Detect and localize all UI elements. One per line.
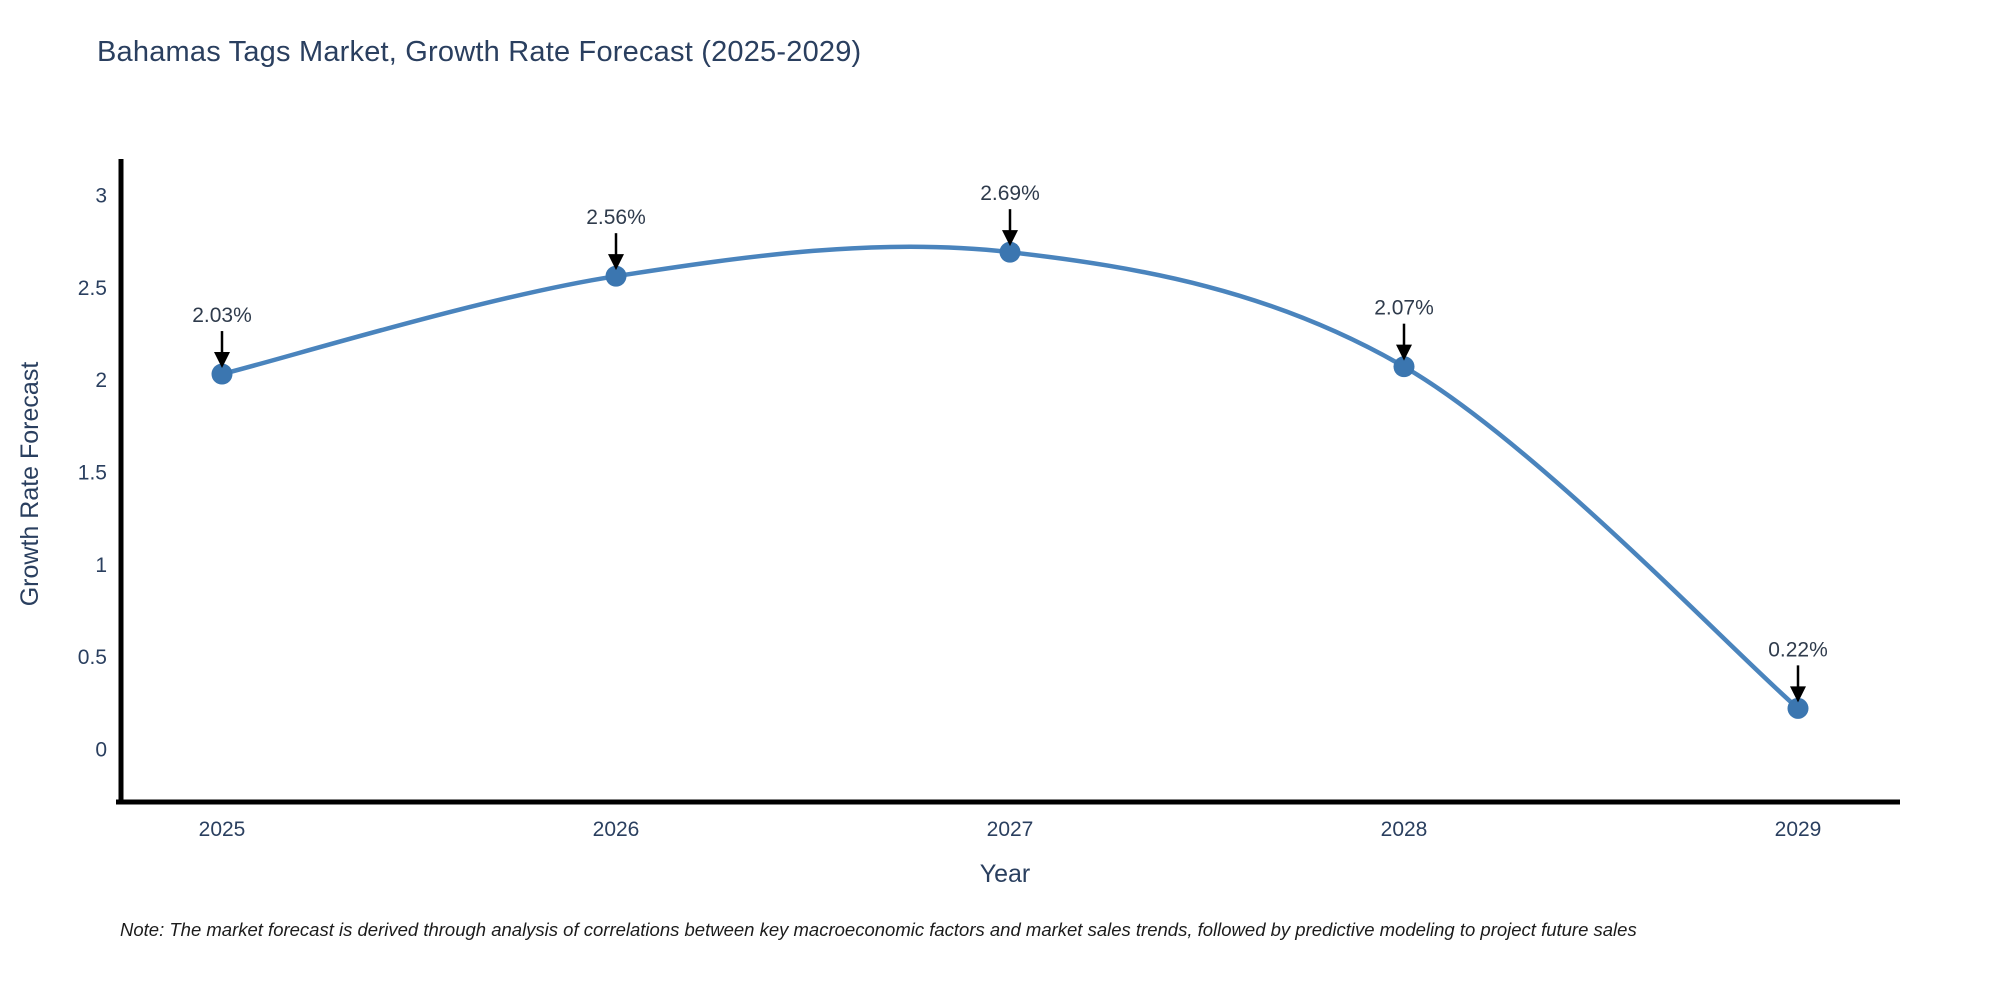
- data-point-marker: [1393, 356, 1415, 378]
- chart-title: Bahamas Tags Market, Growth Rate Forecas…: [97, 36, 862, 68]
- x-tick-label: 2027: [987, 818, 1034, 841]
- y-tick-label: 2.5: [78, 277, 107, 300]
- y-tick-label: 0: [95, 739, 107, 762]
- point-value-label: 2.03%: [192, 304, 252, 327]
- y-tick-label: 3: [95, 184, 107, 207]
- y-tick-label: 2: [95, 369, 107, 392]
- y-tick-label: 1: [95, 554, 107, 577]
- point-value-label: 0.22%: [1768, 638, 1828, 661]
- y-axis-title: Growth Rate Forecast: [16, 361, 44, 607]
- x-tick-label: 2025: [199, 818, 246, 841]
- annotation-arrow-head: [214, 352, 230, 369]
- data-point-marker: [999, 241, 1021, 263]
- x-tick-label: 2029: [1775, 818, 1822, 841]
- point-value-label: 2.69%: [980, 182, 1040, 205]
- point-value-label: 2.07%: [1374, 297, 1434, 320]
- data-point-marker: [211, 363, 233, 385]
- x-tick-label: 2028: [1381, 818, 1428, 841]
- annotation-arrow-head: [1396, 344, 1412, 361]
- annotation-arrow-head: [608, 254, 624, 271]
- y-tick-label: 0.5: [78, 646, 107, 669]
- x-tick-label: 2026: [593, 818, 640, 841]
- footnote: Note: The market forecast is derived thr…: [120, 919, 1637, 940]
- x-axis-title: Year: [979, 860, 1031, 888]
- series-line: [219, 244, 1801, 711]
- annotation-arrow-head: [1790, 686, 1806, 703]
- y-tick-label: 1.5: [78, 461, 107, 484]
- annotation-arrow-head: [1002, 230, 1018, 247]
- data-point-marker: [605, 265, 627, 287]
- data-point-marker: [1787, 697, 1809, 719]
- point-value-label: 2.56%: [586, 206, 646, 229]
